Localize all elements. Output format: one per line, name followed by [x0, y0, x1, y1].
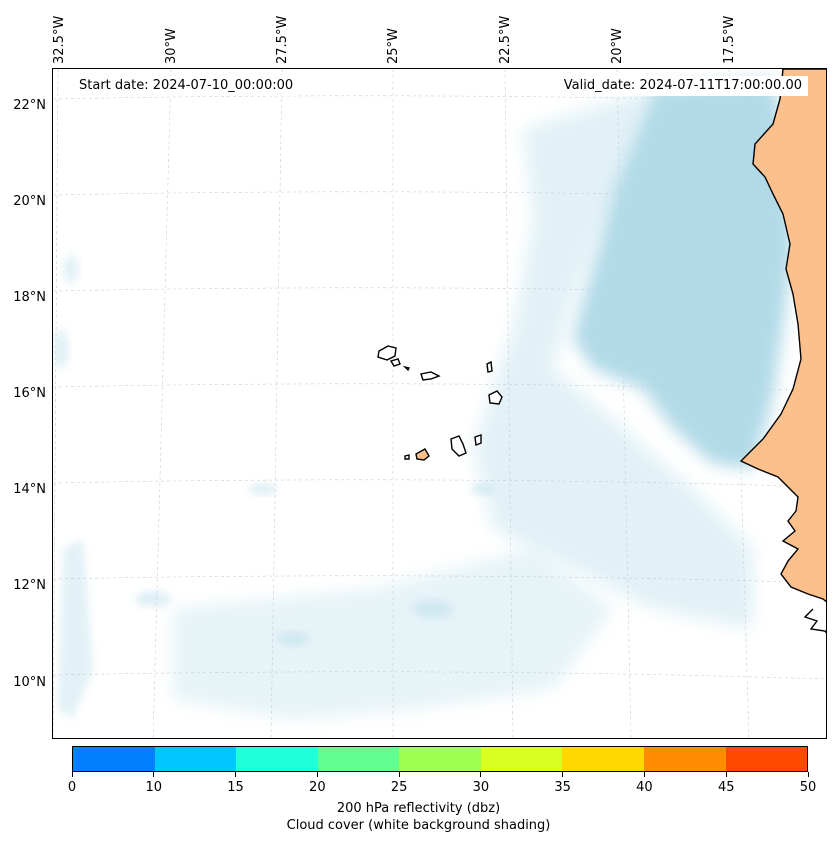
island-maio — [474, 434, 482, 446]
colorbar-segment — [317, 747, 400, 771]
reflectivity-colorbar — [72, 746, 808, 772]
colorbar-tick — [398, 772, 400, 777]
parallel-line — [53, 479, 826, 488]
colorbar-segment — [399, 747, 481, 771]
colorbar-tick — [235, 772, 237, 777]
island-santa-luzia — [402, 365, 411, 372]
longitude-label: 25°W — [386, 28, 401, 64]
colorbar-tick — [153, 772, 155, 777]
colorbar-tick-label: 45 — [717, 780, 735, 795]
colorbar-segment — [562, 747, 644, 771]
longitude-label: 20°W — [610, 28, 625, 64]
colorbar-segment — [154, 747, 237, 771]
colorbar-tick — [807, 772, 809, 777]
colorbar-tick — [643, 772, 645, 777]
cloud-region-faint — [58, 539, 93, 719]
colorbar-tick-label: 15 — [227, 780, 244, 795]
colorbar-tick-label: 10 — [145, 780, 163, 795]
colorbar-label-line2: Cloud cover (white background shading) — [286, 818, 551, 833]
island-sao-nicolau — [420, 371, 441, 381]
guinea-bissau-coast — [803, 608, 826, 634]
island-sal — [486, 360, 493, 373]
island-sao-vicente — [389, 358, 401, 367]
cloud-patch — [471, 483, 495, 495]
longitude-label: 22.5°W — [498, 15, 513, 64]
colorbar-segment — [236, 747, 318, 771]
meridian-line — [152, 69, 172, 738]
longitude-label: 17.5°W — [722, 15, 737, 64]
latitude-label: 20°N — [13, 194, 46, 209]
colorbar-tick — [71, 772, 73, 777]
africa-landmass — [739, 69, 826, 634]
island-boa-vista — [488, 390, 503, 405]
latitude-label: 14°N — [13, 482, 46, 497]
cape-verde-islands — [377, 345, 503, 461]
colorbar-tick-label: 25 — [390, 780, 408, 795]
african-coast — [739, 69, 826, 603]
colorbar-label-line1: 200 hPa reflectivity (dbz) — [336, 801, 501, 816]
colorbar-segment — [643, 747, 726, 771]
cloud-patch — [53, 329, 69, 369]
cloud-patch — [413, 600, 453, 618]
colorbar-tick-label: 0 — [67, 780, 77, 795]
island-santiago — [450, 435, 467, 457]
colorbar-segment — [725, 747, 808, 771]
latitude-label: 16°N — [13, 386, 46, 401]
latitude-label: 22°N — [13, 98, 46, 113]
start-date-label: Start date: 2024-07-10_00:00:00 — [73, 76, 300, 96]
map-panel — [52, 68, 827, 739]
longitude-label: 27.5°W — [275, 15, 290, 64]
cloud-region-main — [573, 79, 793, 469]
cloud-region-faint — [473, 89, 753, 629]
colorbar-tick — [480, 772, 482, 777]
longitude-label: 30°W — [164, 28, 179, 64]
colorbar-tick-label: 20 — [309, 780, 326, 795]
latitude-label: 12°N — [13, 578, 46, 593]
cloud-patch — [277, 632, 309, 646]
island-fogo — [415, 448, 430, 461]
colorbar-tick — [725, 772, 727, 777]
latitude-label: 10°N — [13, 675, 46, 690]
colorbar-tick-label: 35 — [554, 780, 571, 795]
colorbar-tick-label: 40 — [636, 780, 653, 795]
cloud-cover-shading — [53, 79, 793, 719]
cloud-patch — [249, 483, 277, 495]
island-brava — [404, 454, 410, 460]
colorbar-tick — [316, 772, 318, 777]
colorbar-tick-label: 30 — [472, 780, 490, 795]
colorbar-tick — [562, 772, 564, 777]
meridian-line — [616, 69, 632, 738]
colorbar-segment — [480, 747, 563, 771]
meridian-line — [728, 69, 750, 738]
latitude-label: 18°N — [13, 290, 46, 305]
cloud-region-faint — [173, 549, 613, 719]
colorbar-tick-label: 50 — [799, 780, 817, 795]
island-santo-antao — [377, 345, 397, 361]
cloud-patch — [63, 255, 79, 283]
meridian-line — [53, 69, 59, 738]
map-canvas — [53, 69, 826, 738]
longitude-label: 32.5°W — [52, 15, 67, 64]
colorbar-segment — [73, 747, 155, 771]
cloud-patch — [135, 591, 171, 607]
valid-date-label: Valid_date: 2024-07-11T17:00:00.00 — [557, 76, 808, 96]
